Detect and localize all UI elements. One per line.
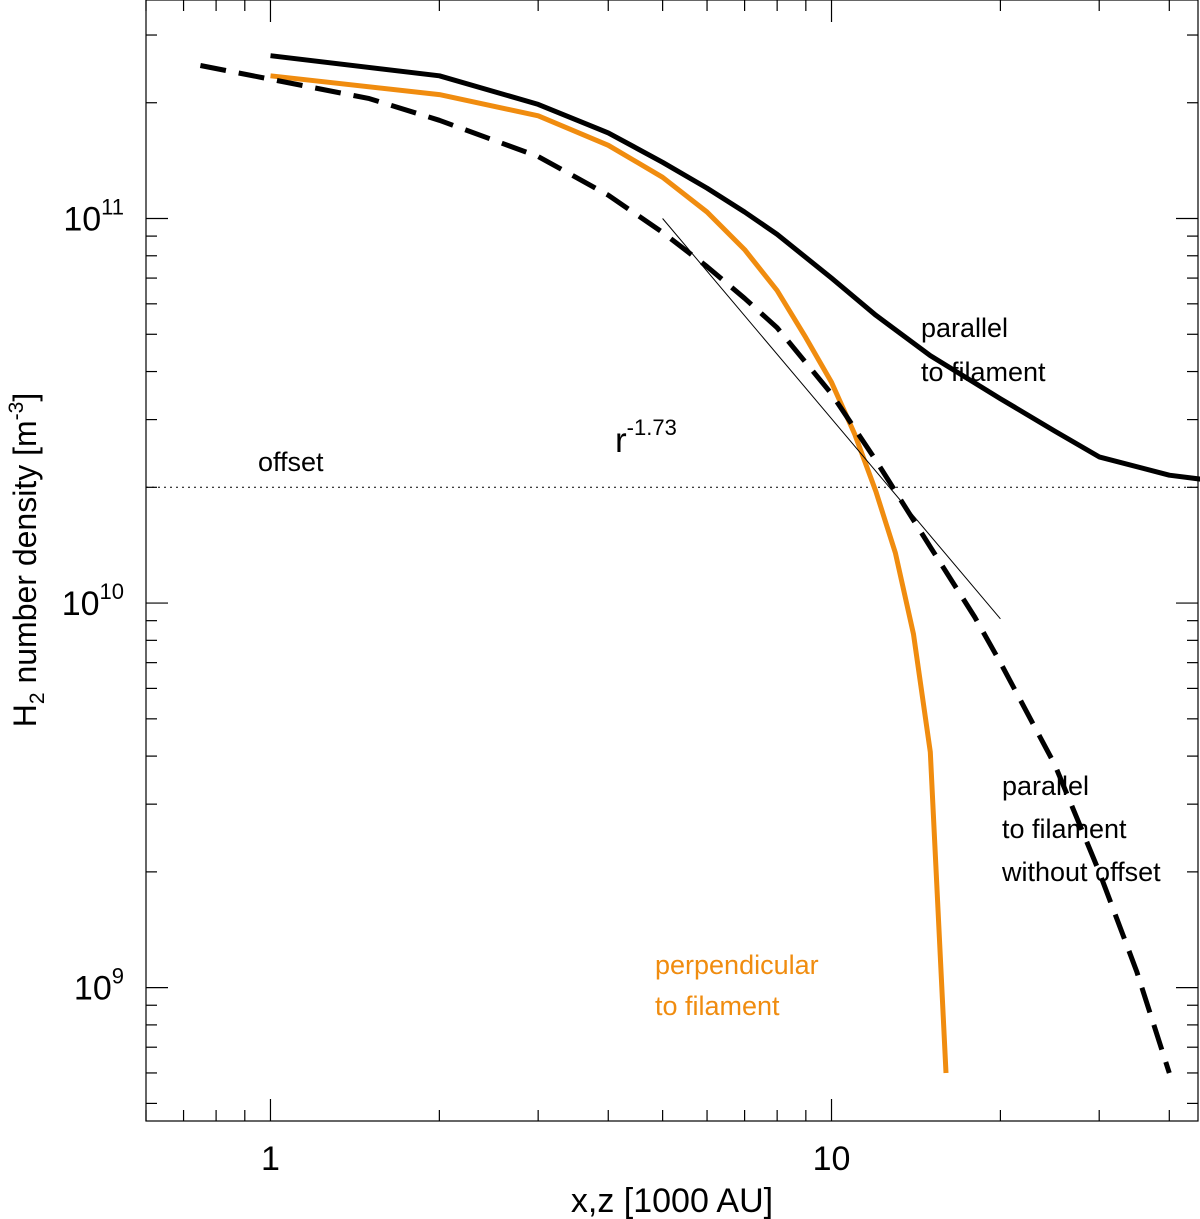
series-perpendicular xyxy=(270,73,949,1074)
y-tick-label: 109 xyxy=(74,964,124,1008)
power-law-annotation: r-1.73 xyxy=(615,415,677,460)
series-without-offset xyxy=(199,63,1172,1074)
offset-annotation: offset xyxy=(258,447,324,477)
axis-ticks xyxy=(145,0,1198,1121)
series-power-law-fit xyxy=(662,218,1001,620)
plot-frame xyxy=(145,0,1199,1122)
x-tick-label: 10 xyxy=(813,1140,851,1178)
y-tick-label: 1011 xyxy=(63,195,124,239)
y-axis-label: H2 number density [m-3] xyxy=(5,393,49,727)
y-tick-labels: 109 1010 1011 xyxy=(62,195,124,1008)
x-axis-label: x,z [1000 AU] xyxy=(571,1182,773,1219)
without-offset-label: parallel to filament without offset xyxy=(1001,771,1161,887)
y-tick-label: 1010 xyxy=(62,579,124,623)
series-layer xyxy=(199,53,1200,1074)
series-parallel xyxy=(270,53,1200,482)
parallel-label: parallel to filament xyxy=(921,313,1046,387)
x-tick-labels: 1 10 xyxy=(261,1140,850,1178)
perpendicular-label: perpendicular to filament xyxy=(655,950,826,1021)
x-tick-label: 1 xyxy=(261,1140,280,1178)
